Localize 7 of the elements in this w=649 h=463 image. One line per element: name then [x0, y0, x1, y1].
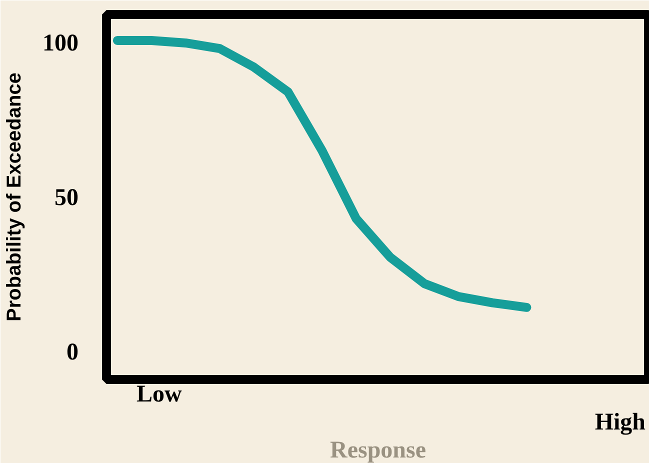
text: Low — [136, 382, 183, 408]
x-axis-title: Response — [330, 438, 426, 463]
y-axis-title: Probability of Exceedance — [4, 72, 26, 322]
y-tick-label: 50 — [54, 185, 78, 211]
y-tick-label: 0 — [66, 340, 78, 366]
y-tick-label: 100 — [42, 30, 78, 56]
text: High — [594, 410, 646, 436]
